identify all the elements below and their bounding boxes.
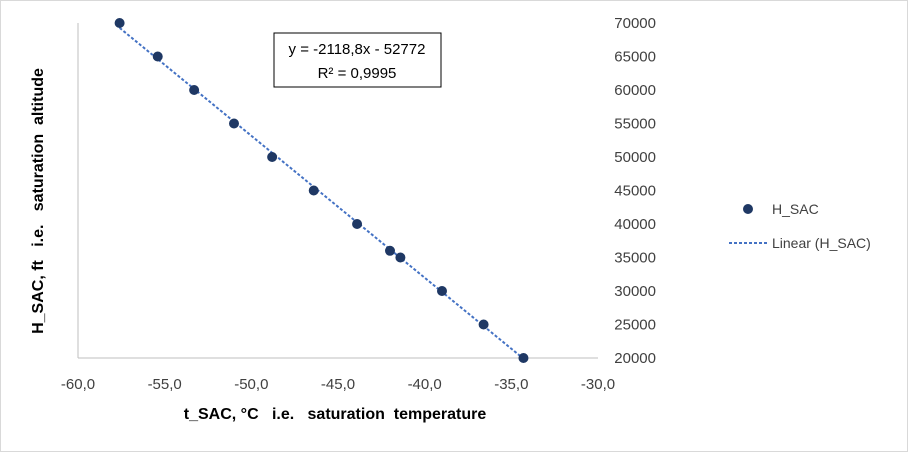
trendline: [118, 27, 525, 360]
data-points: [114, 18, 529, 363]
data-point[interactable]: [114, 18, 125, 28]
y-tick-label: 65000: [614, 49, 656, 66]
legend-item-h-sac[interactable]: H_SAC: [743, 201, 819, 217]
legend-label-trendline: Linear (H_SAC): [772, 235, 871, 251]
y-tick-label: 40000: [614, 216, 656, 233]
data-point[interactable]: [385, 245, 395, 256]
data-point[interactable]: [395, 252, 406, 263]
x-tick-label: -40,0: [408, 376, 442, 393]
x-tick-label: -60,0: [61, 376, 95, 393]
y-tick-labels: 20000 25000 30000 35000 40000 45000 50000 55000…: [614, 15, 656, 367]
data-point[interactable]: [267, 152, 278, 162]
data-point[interactable]: [478, 319, 489, 330]
y-tick-label: 20000: [614, 350, 656, 367]
trendline-equation: y = -2118,8x - 52772: [289, 41, 426, 58]
x-tick-label: -30,0: [581, 376, 615, 393]
trendline-equation-box[interactable]: y = -2118,8x - 52772 R² = 0,9995: [273, 32, 442, 88]
y-tick-label: 35000: [614, 250, 656, 267]
x-tick-label: -45,0: [321, 376, 355, 393]
y-tick-label: 45000: [614, 183, 656, 200]
data-point[interactable]: [437, 286, 447, 296]
legend-marker-h-sac: [743, 204, 753, 214]
x-axis-title: t_SAC, °C i.e. saturation temperature: [184, 406, 487, 423]
trendline-r-squared: R² = 0,9995: [318, 65, 397, 82]
x-tick-label: -35,0: [494, 376, 528, 393]
data-point[interactable]: [229, 118, 239, 129]
x-tick-label: -50,0: [234, 376, 268, 393]
data-point[interactable]: [352, 219, 363, 229]
x-tick-label: -55,0: [148, 376, 182, 393]
data-point[interactable]: [308, 185, 319, 196]
y-tick-label: 25000: [614, 317, 656, 334]
y-axis-title: H_SAC, ft i.e. saturation altitude: [30, 68, 47, 334]
legend-label-h-sac: H_SAC: [772, 201, 819, 217]
legend-item-linear-h-sac[interactable]: Linear (H_SAC): [729, 235, 871, 251]
y-tick-label: 55000: [614, 116, 656, 133]
data-point[interactable]: [189, 85, 200, 95]
trendline-group: [118, 27, 525, 360]
y-tick-label: 50000: [614, 149, 656, 166]
x-tick-labels: -60,0 -55,0 -50,0 -45,0 -40,0 -35,0 -30,0: [61, 376, 615, 393]
y-tick-label: 70000: [614, 15, 656, 32]
data-point[interactable]: [152, 51, 163, 62]
legend[interactable]: H_SAC Linear (H_SAC): [729, 201, 871, 251]
axes: [77, 23, 598, 359]
y-tick-label: 30000: [614, 283, 656, 300]
data-point[interactable]: [518, 353, 529, 363]
y-tick-label: 60000: [614, 82, 656, 99]
